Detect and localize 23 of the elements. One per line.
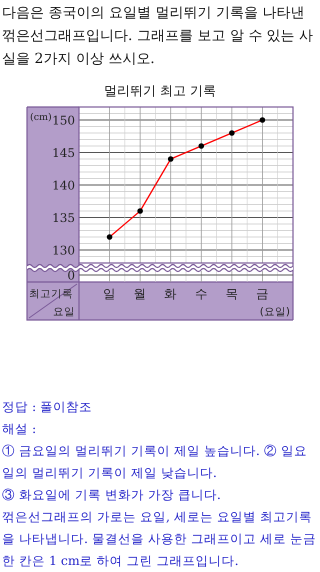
text: 최고기록 [29, 288, 73, 300]
y-axis-title: (cm) [30, 112, 52, 123]
x-tick-label: 화 [164, 286, 178, 301]
y-tick-label: 140 [52, 178, 75, 192]
x-axis-title: (요일) [260, 306, 290, 318]
y-tick-label: 150 [52, 114, 75, 128]
x-tick-label: 일 [103, 286, 116, 301]
text: 요일 [53, 306, 75, 318]
text: 꺾은선그래프의 가로는 요일, 세로는 요일별 최고기록을 나타냅니다. 물결선을 사용한 그래프이고 세로 눈금 한 칸은 1 cm로 하여 그린 그래프입니다. [2, 508, 317, 570]
text: 0 [67, 268, 75, 282]
y-tick-label: 130 [52, 244, 75, 258]
text: 해설 : [2, 420, 38, 438]
text: ① 금요일의 멀리뛰기 기록이 제일 높습니다. ② 일요일의 멀리뛰기 기록이 제일 낮습니다. [2, 442, 308, 482]
chart-title: 멀리뛰기 최고 기록 [104, 84, 216, 99]
text: 정답 : 풀이참조 [2, 398, 94, 416]
x-tick-label: 목 [225, 286, 238, 301]
text: ③ 화요일에 기록 변화가 가장 큽니다. [2, 486, 222, 504]
y-tick-label: 145 [52, 146, 75, 160]
x-tick-label: 금 [256, 286, 269, 301]
y-tick-label: 135 [52, 211, 75, 225]
x-tick-label: 월 [134, 286, 147, 301]
x-tick-label: 수 [194, 286, 208, 301]
text: 다음은 종국이의 요일별 멀리뛰기 기록을 나타낸 꺾은선그래프입니다. 그래프를 보고 알 수 있는 사실을 2가지 이상 쓰시오. [2, 4, 314, 69]
